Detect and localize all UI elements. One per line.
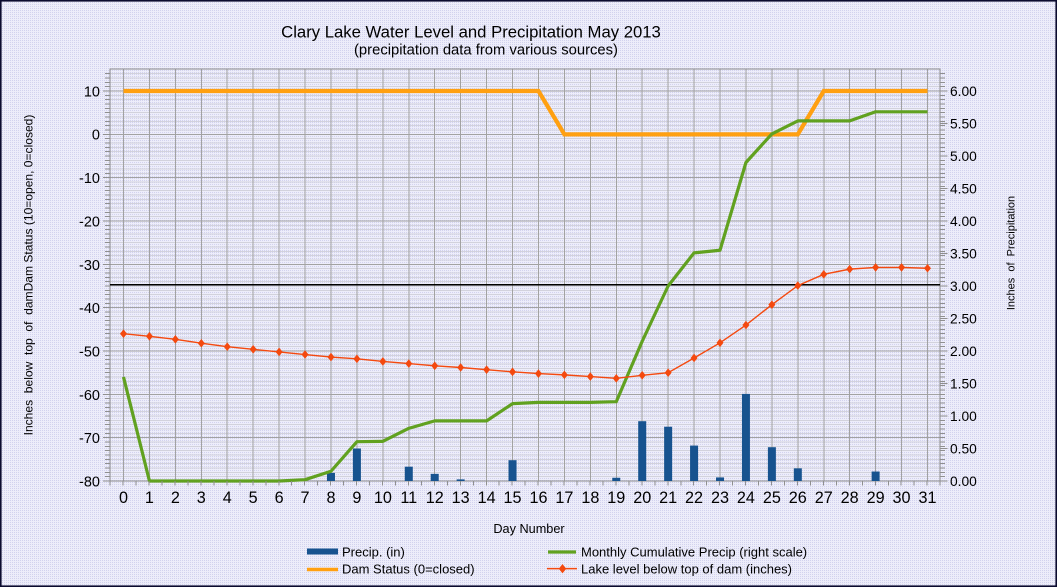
svg-text:29: 29: [867, 489, 885, 507]
svg-text:25: 25: [763, 489, 781, 507]
svg-text:14: 14: [478, 489, 496, 507]
svg-text:-50: -50: [79, 344, 100, 360]
svg-text:31: 31: [918, 489, 936, 507]
svg-text:6: 6: [275, 489, 284, 507]
svg-text:5: 5: [249, 489, 258, 507]
svg-text:9: 9: [352, 489, 361, 507]
svg-text:-60: -60: [79, 388, 100, 404]
svg-text:8: 8: [326, 489, 335, 507]
svg-text:26: 26: [789, 489, 807, 507]
svg-text:16: 16: [529, 489, 547, 507]
svg-text:0.50: 0.50: [950, 442, 977, 457]
svg-text:5.00: 5.00: [950, 149, 977, 164]
svg-text:24: 24: [737, 489, 755, 507]
svg-text:3.00: 3.00: [950, 279, 977, 294]
svg-text:Dam Status (0=closed): Dam Status (0=closed): [342, 562, 475, 577]
svg-text:3.50: 3.50: [950, 247, 977, 262]
svg-text:4.00: 4.00: [950, 214, 977, 229]
svg-text:0: 0: [92, 128, 100, 144]
svg-text:28: 28: [841, 489, 859, 507]
svg-text:20: 20: [633, 489, 651, 507]
svg-text:13: 13: [452, 489, 470, 507]
svg-text:10: 10: [84, 84, 100, 100]
svg-text:-70: -70: [79, 431, 100, 447]
svg-text:5.50: 5.50: [950, 117, 977, 132]
svg-text:-10: -10: [79, 171, 100, 187]
svg-text:-30: -30: [79, 258, 100, 274]
svg-text:3: 3: [197, 489, 206, 507]
svg-text:Clary Lake Water Level and Pre: Clary Lake Water Level and Precipitation…: [281, 22, 661, 41]
svg-text:10: 10: [374, 489, 392, 507]
svg-text:2.00: 2.00: [950, 344, 977, 359]
svg-text:6.00: 6.00: [950, 84, 977, 99]
svg-text:0: 0: [119, 489, 128, 507]
svg-text:30: 30: [893, 489, 911, 507]
svg-text:Day Number: Day Number: [493, 522, 565, 536]
svg-text:15: 15: [504, 489, 522, 507]
svg-text:19: 19: [607, 489, 625, 507]
svg-text:4: 4: [223, 489, 232, 507]
svg-text:11: 11: [400, 489, 417, 507]
svg-text:0.00: 0.00: [950, 474, 977, 489]
svg-text:Precip. (in): Precip. (in): [342, 545, 405, 560]
svg-text:Monthly Cumulative Precip (rig: Monthly Cumulative Precip (right scale): [581, 545, 807, 560]
svg-text:Inches below top of damDam: Inches below top of damDam Status (10=op…: [22, 115, 36, 436]
svg-text:4.50: 4.50: [950, 182, 977, 197]
svg-text:-40: -40: [79, 301, 100, 317]
svg-text:27: 27: [815, 489, 833, 507]
svg-text:-20: -20: [79, 214, 100, 230]
svg-text:1: 1: [145, 489, 154, 507]
svg-text:-80: -80: [79, 474, 100, 490]
svg-text:21: 21: [659, 489, 677, 507]
svg-text:2: 2: [171, 489, 180, 507]
svg-text:18: 18: [581, 489, 599, 507]
svg-text:17: 17: [555, 489, 573, 507]
svg-text:22: 22: [685, 489, 703, 507]
svg-text:Lake level below top of dam (i: Lake level below top of dam (inches): [581, 562, 792, 577]
svg-text:1.00: 1.00: [950, 409, 977, 424]
svg-text:1.50: 1.50: [950, 377, 977, 392]
svg-text:Inches of Precipitation: Inches of Precipitation: [1006, 196, 1018, 310]
svg-text:7: 7: [301, 489, 310, 507]
svg-text:12: 12: [426, 489, 444, 507]
svg-text:2.50: 2.50: [950, 312, 977, 327]
svg-text:(precipitation data from vario: (precipitation data from various sources…: [354, 42, 618, 58]
svg-text:23: 23: [711, 489, 729, 507]
